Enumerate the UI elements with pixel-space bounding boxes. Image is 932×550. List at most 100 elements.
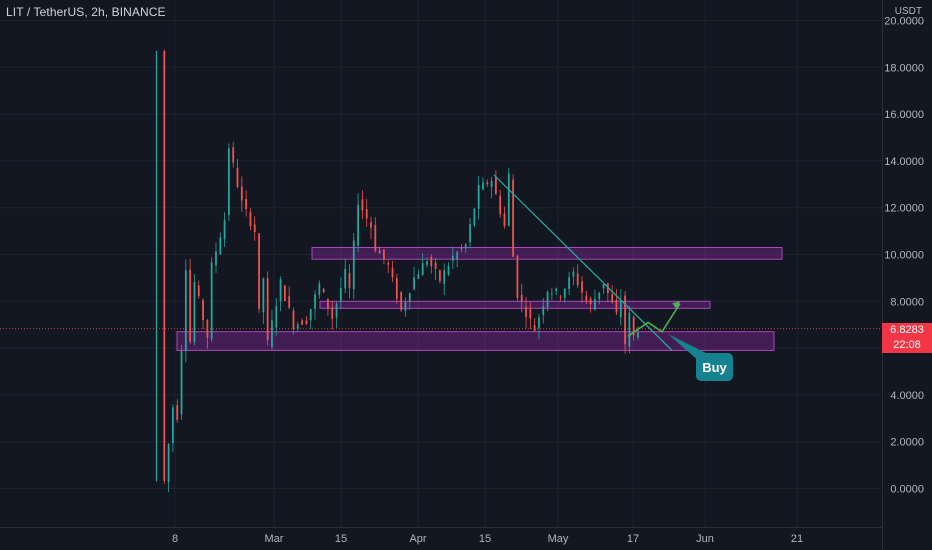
candle-body xyxy=(387,262,390,265)
y-tick-label: 16.0000 xyxy=(884,109,924,121)
trendline[interactable] xyxy=(493,174,673,351)
candle-body xyxy=(301,320,304,325)
candle-body xyxy=(408,293,411,302)
y-tick-label: 14.0000 xyxy=(884,156,924,168)
candle-body xyxy=(240,186,243,201)
candle-body xyxy=(637,332,639,338)
candle-body xyxy=(365,209,368,219)
sr-zone[interactable] xyxy=(319,300,711,309)
candle-body xyxy=(314,294,316,309)
currency-label: USDT xyxy=(894,6,922,17)
candle-body xyxy=(451,255,454,261)
x-tick-label: 21 xyxy=(791,533,803,545)
candle-body xyxy=(632,316,635,336)
y-tick-label: 18.0000 xyxy=(884,62,924,74)
candle-body xyxy=(331,307,334,319)
candle-body xyxy=(611,294,614,303)
candle-body xyxy=(585,295,588,302)
candle-body xyxy=(172,407,174,444)
candle-body xyxy=(202,300,204,321)
chart-title: LIT / TetherUS, 2h, BINANCE xyxy=(6,5,166,19)
x-tick-label: 17 xyxy=(627,533,639,545)
x-tick-label: May xyxy=(548,533,569,545)
candle-body xyxy=(499,195,502,215)
candle-body xyxy=(383,249,385,260)
candle-body xyxy=(228,148,230,216)
candle-body xyxy=(568,277,570,290)
candle-body xyxy=(546,291,549,308)
candle-body xyxy=(602,284,605,289)
y-tick-label: 0.0000 xyxy=(890,484,924,496)
candle-body xyxy=(374,224,377,251)
candle-body xyxy=(283,285,286,301)
candle-body xyxy=(223,220,226,240)
candle-body xyxy=(357,204,359,246)
candle-body xyxy=(292,310,295,329)
candle-body xyxy=(262,278,265,313)
candle-body xyxy=(464,244,467,249)
candle-body xyxy=(163,51,166,481)
candle-body xyxy=(615,300,618,313)
candle-body xyxy=(598,292,601,300)
candle-body xyxy=(197,285,200,296)
x-tick-label: Jun xyxy=(696,533,714,545)
countdown-tag: 22:08 xyxy=(882,338,932,353)
candle-body xyxy=(421,263,424,276)
sr-zone[interactable] xyxy=(311,246,783,260)
candle-body xyxy=(232,147,235,163)
candle-body xyxy=(529,308,532,319)
candle-body xyxy=(348,273,351,288)
candle-body xyxy=(176,405,179,420)
buy-annotation[interactable]: Buy xyxy=(696,353,733,381)
candle-body xyxy=(215,251,217,266)
candle-body xyxy=(594,298,596,310)
projection-arrow-head xyxy=(672,301,680,310)
candle-body xyxy=(322,288,325,293)
y-tick-label: 10.0000 xyxy=(884,250,924,262)
candle-body xyxy=(624,295,626,345)
candle-body xyxy=(512,179,515,257)
candle-body xyxy=(236,167,239,187)
candle-body xyxy=(327,298,329,309)
candle-body xyxy=(460,248,463,250)
candle-body xyxy=(370,222,372,228)
y-tick-label: 20.0000 xyxy=(884,16,924,28)
candle-body xyxy=(628,312,631,347)
candle-body xyxy=(555,288,558,291)
last-price-tag: 6.8283 xyxy=(882,323,932,338)
candle-body xyxy=(443,270,446,284)
candle-body xyxy=(619,300,622,318)
candle-body xyxy=(167,443,170,483)
y-tick-label: 2.0000 xyxy=(890,437,924,449)
candle-body xyxy=(559,296,562,298)
y-tick-label: 4.0000 xyxy=(890,390,924,402)
candle-body xyxy=(469,224,471,243)
candle-body xyxy=(490,181,493,187)
candle-body xyxy=(430,257,433,267)
x-tick-label: Mar xyxy=(265,533,284,545)
candle-body xyxy=(456,252,459,259)
candle-body xyxy=(288,296,291,308)
candle-body xyxy=(266,278,269,340)
candle-body xyxy=(253,224,256,233)
x-tick-label: 15 xyxy=(479,533,491,545)
x-tick-label: 8 xyxy=(172,533,178,545)
candle-body xyxy=(576,273,579,285)
y-tick-label: 12.0000 xyxy=(884,203,924,215)
candle-body xyxy=(296,324,299,329)
projection-arrow[interactable] xyxy=(627,303,681,338)
candle-body xyxy=(516,255,519,299)
candle-body xyxy=(525,306,527,317)
candle-body xyxy=(335,303,338,318)
candle-body xyxy=(361,199,364,211)
candle-body xyxy=(271,320,273,347)
candle-body xyxy=(344,268,347,289)
candle-body xyxy=(318,283,321,295)
candle-body xyxy=(404,302,407,311)
candle-body xyxy=(589,298,592,305)
candle-body xyxy=(538,317,540,329)
candle-body xyxy=(193,282,196,342)
candle-body xyxy=(426,261,428,266)
candle-body xyxy=(395,277,398,299)
